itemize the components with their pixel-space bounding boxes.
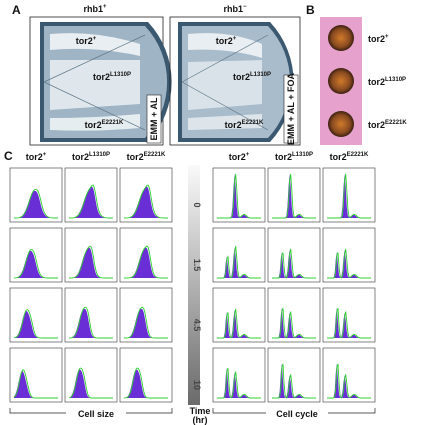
histogram-frame — [267, 347, 321, 403]
time-tick-label: 1.5 — [192, 259, 202, 272]
histogram-fill — [217, 247, 261, 278]
histogram-frame — [322, 347, 376, 403]
medium-label: EMM + AL — [149, 97, 159, 140]
histogram-fill — [69, 369, 113, 398]
histogram-outline — [69, 184, 113, 219]
histogram-outline — [13, 369, 58, 399]
histogram-fill — [327, 249, 371, 278]
histogram-fill — [124, 369, 168, 398]
histogram-fill — [272, 307, 316, 338]
histogram-outline — [217, 246, 261, 279]
histogram-outline — [68, 367, 113, 399]
group-label: Cell size — [78, 409, 114, 419]
time-label: Time — [190, 406, 211, 416]
histogram-frame — [119, 347, 173, 403]
histogram-frame — [322, 287, 376, 343]
colony-image — [320, 17, 362, 145]
strain-label: tor2+ — [76, 36, 97, 46]
group-label: Cell cycle — [276, 409, 318, 419]
panel-label: C — [4, 149, 13, 163]
histogram-frame — [212, 227, 266, 283]
histogram-outline — [327, 248, 371, 279]
strain-label: tor2E2221K — [225, 120, 264, 130]
histogram-outline — [123, 367, 168, 399]
strain-label: tor2E2221K — [127, 152, 166, 162]
strain-label: tor2+ — [26, 152, 47, 162]
histogram-fill — [124, 308, 168, 338]
time-tick-label: 4.5 — [192, 319, 202, 332]
histogram-fill — [124, 186, 168, 218]
strain-label: tor2L1310P — [233, 72, 271, 82]
plate-title: rhb1+ — [83, 4, 107, 14]
histogram-outline — [68, 306, 113, 339]
histogram-fill — [69, 186, 113, 218]
strain-label: tor2+ — [216, 36, 237, 46]
histogram-fill — [217, 367, 261, 398]
histogram-outline — [272, 363, 316, 399]
histogram-fill — [14, 190, 58, 218]
time-unit: (hr) — [193, 415, 208, 425]
histogram-frame — [212, 287, 266, 343]
histogram-outline — [14, 188, 58, 219]
histogram-outline — [13, 249, 58, 279]
histogram-frame — [322, 167, 376, 223]
histogram-outline — [124, 245, 168, 279]
histogram-frame — [212, 167, 266, 223]
time-gradient — [188, 165, 200, 405]
medium-label: EMM + AL + FOA — [286, 72, 296, 145]
histogram-grid — [9, 167, 376, 403]
plate-right — [169, 16, 301, 146]
time-tick-label: 10 — [192, 380, 202, 390]
histogram-frame — [267, 227, 321, 283]
strain-label: tor2E2221K — [85, 120, 124, 130]
histogram-outline — [124, 306, 168, 339]
strain-label: tor2E2221K — [330, 152, 369, 162]
histogram-outline — [69, 245, 113, 279]
histogram-frame — [322, 227, 376, 283]
strain-label: tor2+ — [368, 34, 389, 44]
histogram-outline — [272, 248, 316, 279]
strain-label: tor2L1310P — [93, 72, 131, 82]
panel-label: A — [12, 3, 21, 17]
strain-label: tor2L1310P — [275, 152, 313, 162]
histogram-fill — [272, 249, 316, 278]
histogram-fill — [14, 371, 58, 398]
histogram-frame — [267, 287, 321, 343]
strain-label: tor2L1310P — [368, 77, 406, 87]
histogram-outline — [327, 307, 371, 339]
plate-title: rhb1− — [223, 4, 247, 14]
histogram-frame — [212, 347, 266, 403]
histogram-fill — [14, 250, 58, 278]
histogram-outline — [327, 173, 371, 219]
strain-label: tor2L1310P — [72, 152, 110, 162]
plate-left — [29, 16, 172, 146]
panel-label: B — [306, 3, 315, 17]
histogram-fill — [272, 363, 316, 398]
histogram-outline — [217, 308, 261, 339]
histogram-outline — [327, 363, 371, 399]
histogram-outline — [124, 184, 168, 219]
histogram-outline — [217, 367, 261, 399]
histogram-outline — [217, 173, 261, 219]
strain-label: tor2+ — [229, 152, 250, 162]
histogram-fill — [69, 308, 113, 338]
histogram-outline — [13, 308, 58, 339]
histogram-outline — [272, 307, 316, 339]
histogram-fill — [217, 309, 261, 338]
histogram-fill — [327, 363, 371, 398]
histogram-fill — [327, 307, 371, 338]
histogram-frame — [267, 167, 321, 223]
histogram-frame — [9, 287, 63, 343]
histogram-outline — [272, 173, 316, 219]
strain-label: tor2E2221K — [368, 120, 407, 130]
histogram-fill — [14, 310, 58, 338]
time-tick-label: 0 — [192, 202, 202, 207]
histogram-fill — [124, 247, 168, 278]
